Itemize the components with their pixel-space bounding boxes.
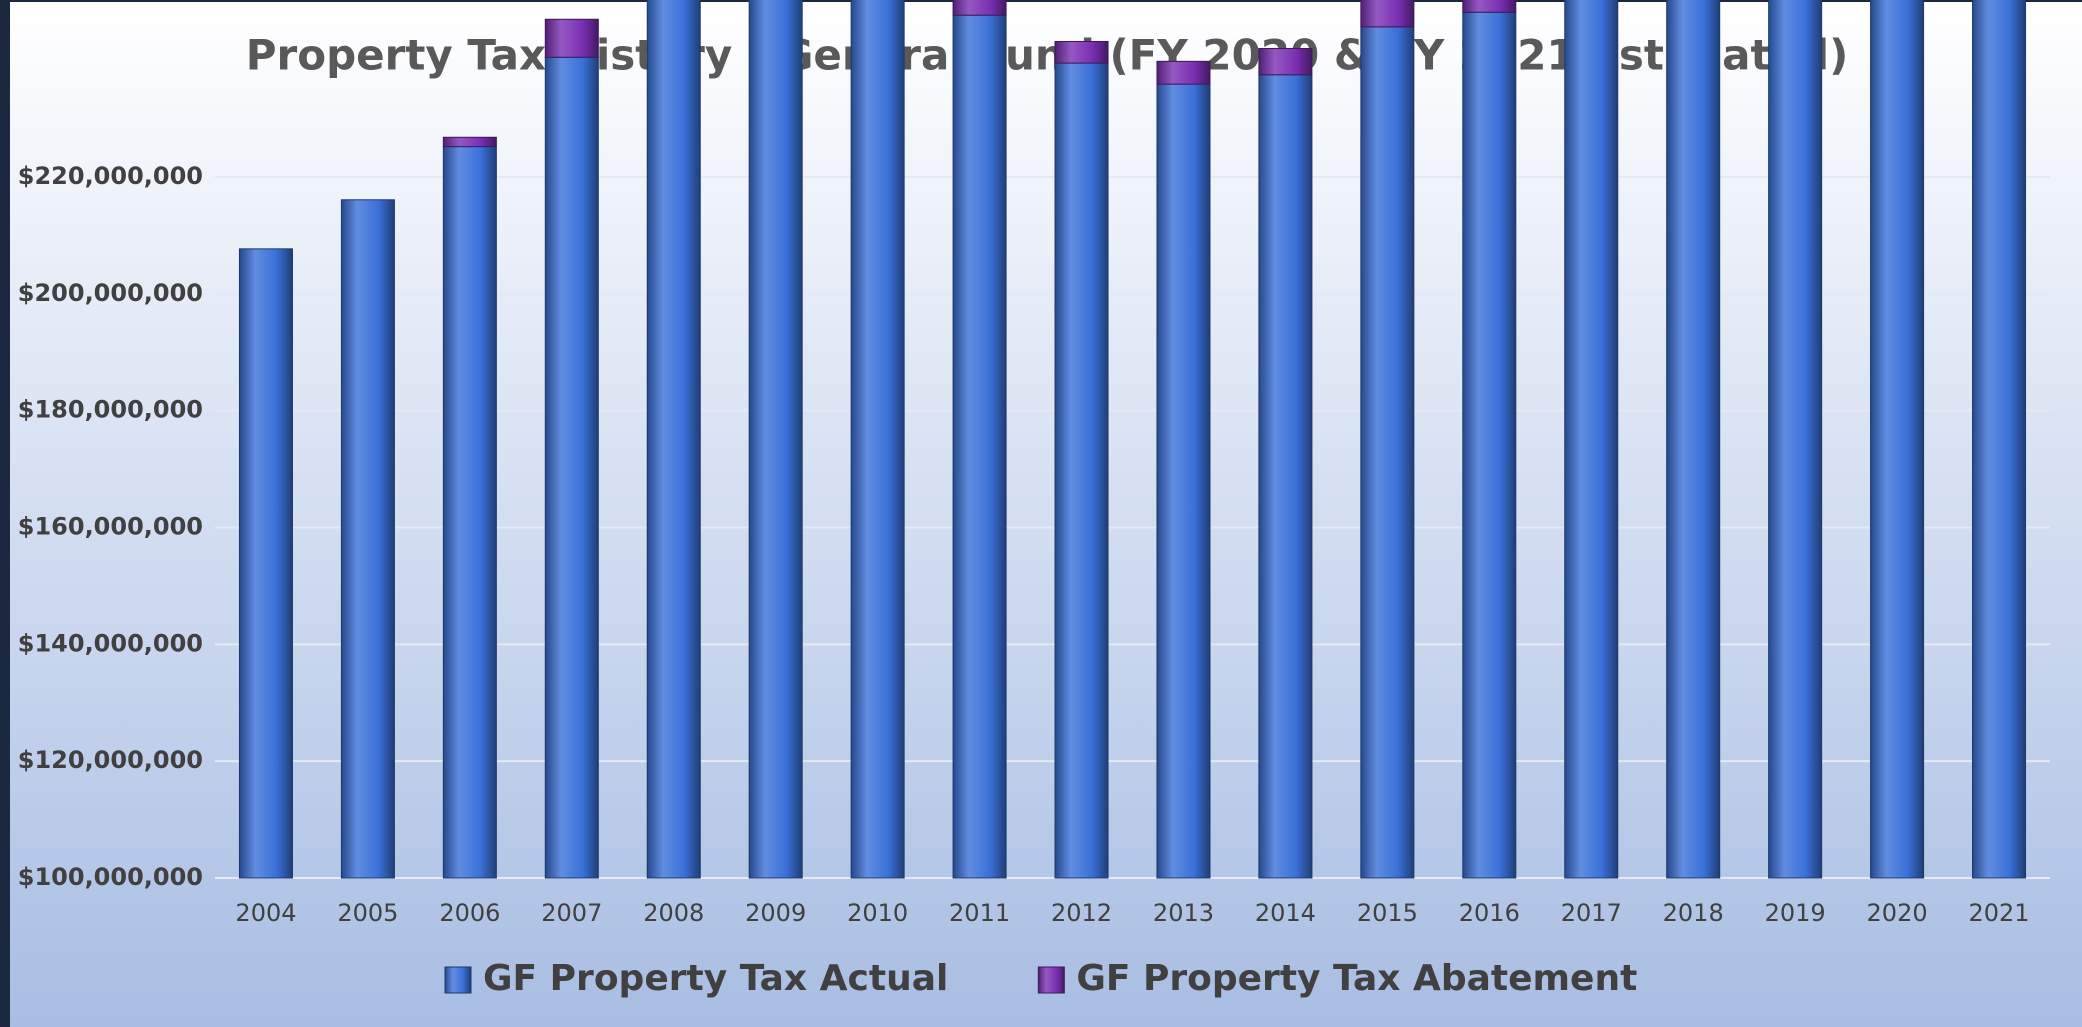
bar-segment xyxy=(1054,40,1109,64)
bar-segment xyxy=(544,18,599,58)
y-tick-label: $140,000,000 xyxy=(18,629,203,657)
x-tick-label: 2013 xyxy=(1153,899,1214,927)
bar-segment xyxy=(340,199,395,879)
x-tick-label: 2012 xyxy=(1051,899,1112,927)
x-tick-label: 2007 xyxy=(541,899,602,927)
x-tick-label: 2017 xyxy=(1561,899,1622,927)
y-tick-label: $180,000,000 xyxy=(18,396,203,424)
x-tick-label: 2015 xyxy=(1357,899,1418,927)
bar-segment xyxy=(1462,0,1517,13)
y-tick-label: $200,000,000 xyxy=(18,279,203,307)
bar-segment xyxy=(1768,0,1823,879)
x-tick-label: 2016 xyxy=(1459,899,1520,927)
x-tick-label: 2020 xyxy=(1867,899,1928,927)
bar-segment xyxy=(1156,83,1211,879)
x-tick-label: 2009 xyxy=(745,899,806,927)
x-tick-label: 2014 xyxy=(1255,899,1316,927)
bar-segment xyxy=(1870,0,1925,879)
legend-swatch xyxy=(1037,966,1065,994)
bar-segment xyxy=(1360,26,1415,879)
bar-segment xyxy=(1054,62,1109,879)
x-tick-label: 2005 xyxy=(337,899,398,927)
y-tick-label: $100,000,000 xyxy=(18,863,203,891)
x-tick-label: 2008 xyxy=(643,899,704,927)
x-tick-label: 2021 xyxy=(1968,899,2029,927)
bar-segment xyxy=(1156,60,1211,85)
bar-segment xyxy=(1360,0,1415,28)
y-tick-label: $120,000,000 xyxy=(18,746,203,774)
x-tick-label: 2010 xyxy=(847,899,908,927)
x-tick-label: 2019 xyxy=(1765,899,1826,927)
bar-segment xyxy=(1972,0,2027,879)
x-tick-label: 2006 xyxy=(439,899,500,927)
bar-segment xyxy=(850,0,905,879)
legend-label: GF Property Tax Abatement xyxy=(1076,958,1637,999)
bar-segment xyxy=(1564,0,1619,879)
bar-segment xyxy=(1462,11,1517,879)
bar-segment xyxy=(1258,74,1313,879)
bar-segment xyxy=(442,146,497,879)
x-tick-label: 2004 xyxy=(235,899,296,927)
x-tick-label: 2011 xyxy=(949,899,1010,927)
bar-segment xyxy=(952,0,1007,16)
x-tick-label: 2018 xyxy=(1663,899,1724,927)
bar-segment xyxy=(646,0,701,879)
bar-segment xyxy=(544,56,599,879)
bar-segment xyxy=(748,0,803,879)
bar-segment xyxy=(952,14,1007,879)
bar-segment xyxy=(1258,47,1313,76)
bar-segment xyxy=(442,136,497,148)
bar-segment xyxy=(238,248,293,879)
legend-label: GF Property Tax Actual xyxy=(483,958,948,999)
bar-segment xyxy=(1666,0,1721,879)
y-tick-label: $160,000,000 xyxy=(18,513,203,541)
legend-swatch xyxy=(444,966,472,994)
y-tick-label: $220,000,000 xyxy=(18,162,203,190)
